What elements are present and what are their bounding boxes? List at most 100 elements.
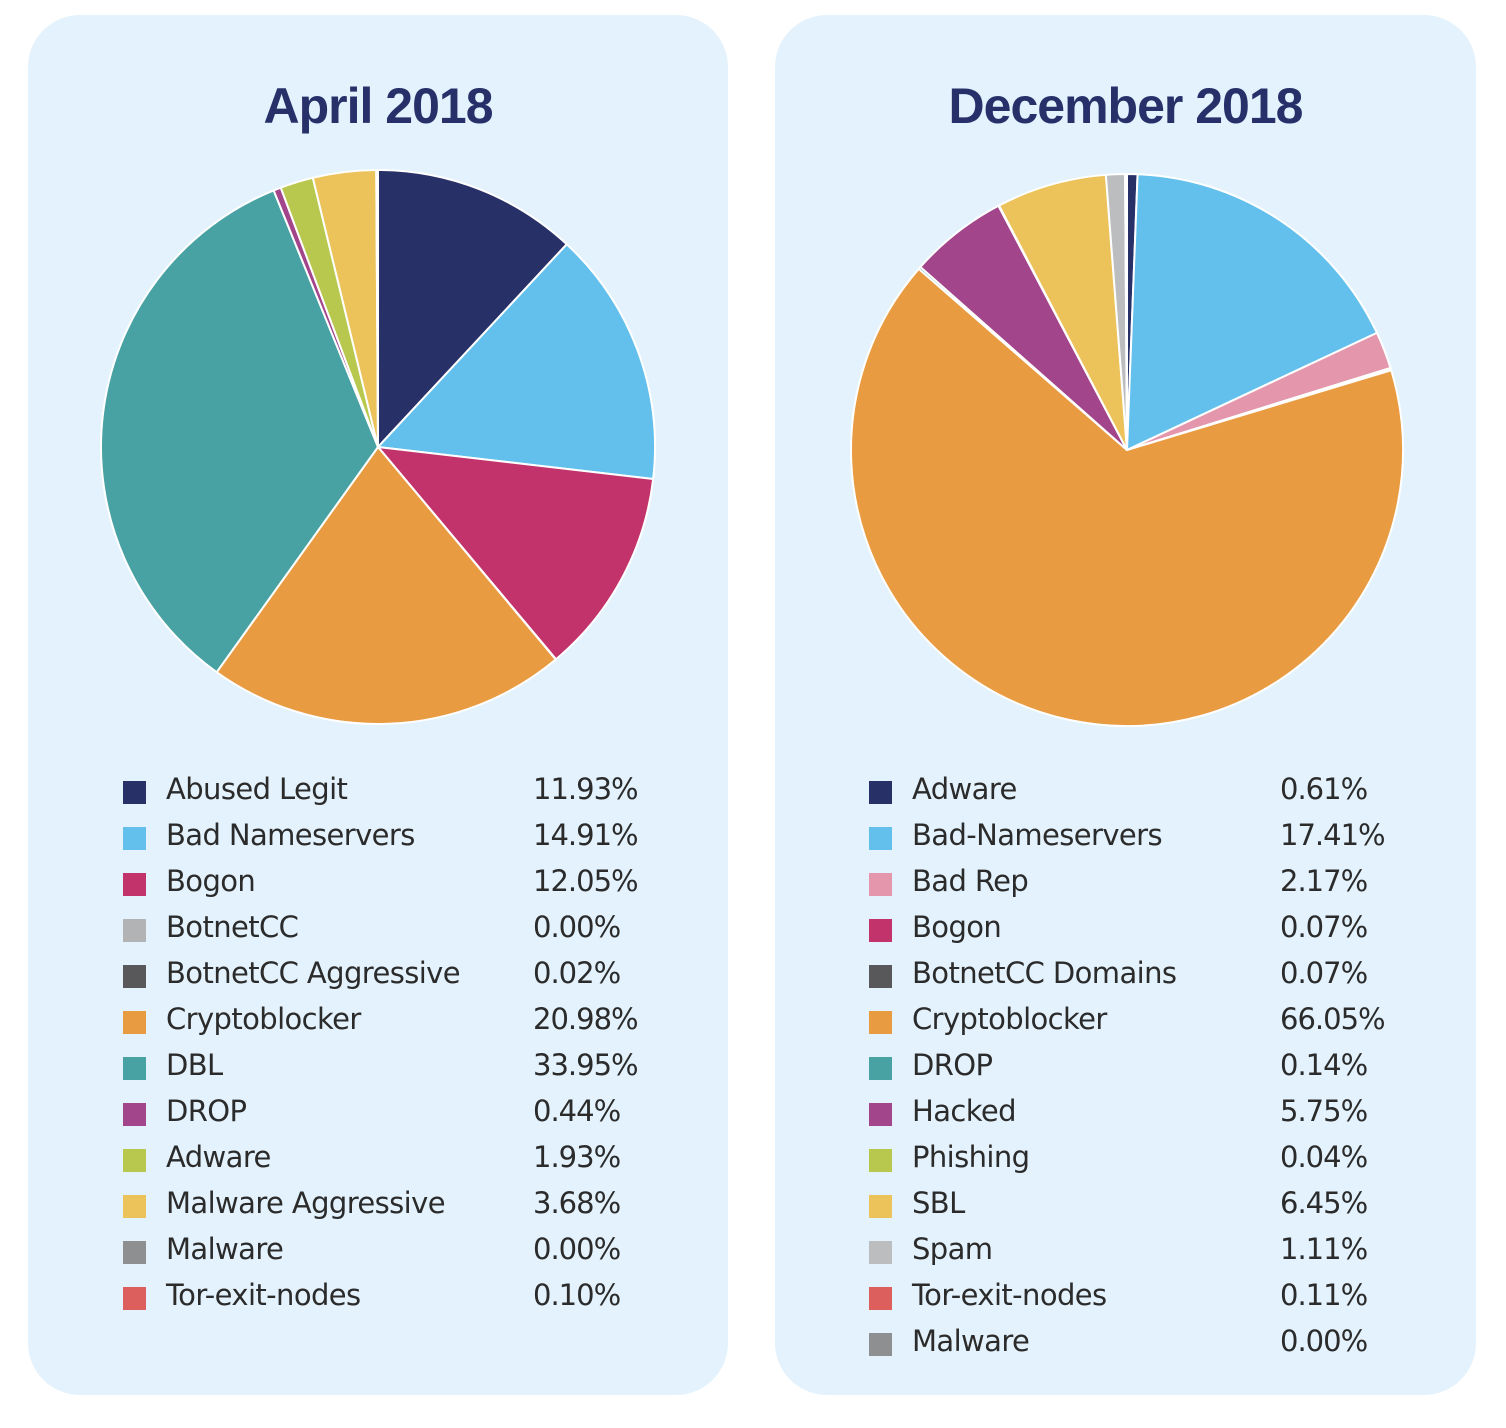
legend: Adware 0.61% Bad-Nameservers 17.41% Bad Rep 2… (869, 772, 1389, 1370)
pie-slice-abused-legit (377, 169, 568, 448)
legend: Abused Legit 11.93% Bad Nameservers 14.91% B… (123, 772, 643, 1324)
legend-value: 6.45% (1280, 1186, 1368, 1220)
pie-slice-cryptoblocker (215, 446, 557, 725)
pie-slice-sbl (998, 173, 1128, 451)
legend-item: Adware 1.93% (123, 1140, 643, 1186)
legend-label: Spam (912, 1232, 993, 1266)
legend-item: DBL 33.95% (123, 1048, 643, 1094)
legend-value: 3.68% (533, 1186, 621, 1220)
legend-item: Abused Legit 11.93% (123, 772, 643, 818)
legend-item: SBL 6.45% (869, 1186, 1389, 1232)
legend-value: 1.93% (533, 1140, 621, 1174)
legend-swatch (123, 1287, 146, 1310)
legend-swatch (123, 965, 146, 988)
legend-item: Bogon 12.05% (123, 864, 643, 910)
legend-swatch (869, 1057, 892, 1080)
legend-swatch (123, 1195, 146, 1218)
legend-value: 20.98% (533, 1002, 639, 1036)
legend-value: 0.07% (1280, 956, 1368, 990)
legend-item: Malware 0.00% (123, 1232, 643, 1278)
pie-slice-bad-nameservers (1126, 173, 1378, 451)
legend-label: Bad-Nameservers (912, 818, 1163, 852)
legend-swatch (123, 1103, 146, 1126)
pie-slice-bad-nameservers (377, 243, 656, 480)
legend-item: Spam 1.11% (869, 1232, 1389, 1278)
legend-swatch (869, 781, 892, 804)
pie-chart-december-2018 (850, 172, 1404, 727)
legend-label: Malware (912, 1324, 1030, 1358)
legend-label: SBL (912, 1186, 965, 1220)
legend-label: Adware (166, 1140, 271, 1174)
legend-value: 66.05% (1280, 1002, 1386, 1036)
legend-swatch (123, 1149, 146, 1172)
legend-item: Bogon 0.07% (869, 910, 1389, 956)
legend-item: Malware 0.00% (869, 1324, 1389, 1370)
legend-swatch (123, 827, 146, 850)
legend-label: DROP (166, 1094, 247, 1128)
legend-item: Cryptoblocker 20.98% (123, 1002, 643, 1048)
legend-item: DROP 0.44% (123, 1094, 643, 1140)
legend-item: BotnetCC Domains 0.07% (869, 956, 1389, 1002)
legend-swatch (869, 1011, 892, 1034)
pie-slice-bogon (377, 446, 655, 661)
legend-label: Abused Legit (166, 772, 348, 806)
legend-label: Cryptoblocker (912, 1002, 1107, 1036)
legend-label: Bad Rep (912, 864, 1029, 898)
legend-label: Bogon (912, 910, 1002, 944)
legend-label: Malware (166, 1232, 284, 1266)
legend-value: 0.04% (1280, 1140, 1368, 1174)
chart-title: December 2018 (948, 78, 1304, 134)
legend-swatch (869, 1149, 892, 1172)
legend-value: 0.14% (1280, 1048, 1368, 1082)
legend-label: Bogon (166, 864, 256, 898)
chart-panel-april-2018: April 2018 Abused Legit 11.93% Bad Nameser… (28, 15, 728, 1395)
legend-swatch (123, 1011, 146, 1034)
legend-swatch (123, 781, 146, 804)
legend-swatch (869, 919, 892, 942)
legend-value: 0.07% (1280, 910, 1368, 944)
chart-title: April 2018 (263, 78, 493, 134)
legend-value: 11.93% (533, 772, 639, 806)
legend-label: DROP (912, 1048, 993, 1082)
legend-value: 17.41% (1280, 818, 1386, 852)
legend-value: 0.02% (533, 956, 621, 990)
legend-value: 0.10% (533, 1278, 621, 1312)
pie-slice-tor-exit-nodes (1124, 173, 1128, 451)
legend-swatch (869, 1333, 892, 1356)
legend-label: Adware (912, 772, 1017, 806)
legend-item: Tor-exit-nodes 0.11% (869, 1278, 1389, 1324)
legend-swatch (123, 873, 146, 896)
legend-label: Tor-exit-nodes (166, 1278, 361, 1312)
legend-item: DROP 0.14% (869, 1048, 1389, 1094)
legend-item: Bad Rep 2.17% (869, 864, 1389, 910)
legend-item: Phishing 0.04% (869, 1140, 1389, 1186)
legend-value: 0.11% (1280, 1278, 1368, 1312)
legend-value: 14.91% (533, 818, 639, 852)
legend-label: Hacked (912, 1094, 1017, 1128)
legend-swatch (869, 1241, 892, 1264)
legend-swatch (869, 1103, 892, 1126)
legend-value: 2.17% (1280, 864, 1368, 898)
legend-item: BotnetCC Aggressive 0.02% (123, 956, 643, 1002)
pie-slice-cryptoblocker (850, 267, 1404, 727)
legend-swatch (869, 1195, 892, 1218)
legend-item: Bad-Nameservers 17.41% (869, 818, 1389, 864)
legend-swatch (123, 1057, 146, 1080)
legend-item: Adware 0.61% (869, 772, 1389, 818)
legend-swatch (869, 827, 892, 850)
chart-panel-december-2018: December 2018 Adware 0.61% Bad-Nameservers… (775, 15, 1476, 1395)
legend-value: 1.11% (1280, 1232, 1368, 1266)
legend-label: Cryptoblocker (166, 1002, 361, 1036)
legend-swatch (123, 919, 146, 942)
legend-value: 0.00% (533, 1232, 621, 1266)
legend-value: 0.44% (533, 1094, 621, 1128)
legend-item: Bad Nameservers 14.91% (123, 818, 643, 864)
legend-item: Cryptoblocker 66.05% (869, 1002, 1389, 1048)
legend-value: 0.00% (533, 910, 621, 944)
legend-item: Tor-exit-nodes 0.10% (123, 1278, 643, 1324)
legend-swatch (869, 965, 892, 988)
legend-value: 0.00% (1280, 1324, 1368, 1358)
legend-value: 12.05% (533, 864, 639, 898)
legend-label: BotnetCC (166, 910, 299, 944)
legend-value: 0.61% (1280, 772, 1368, 806)
